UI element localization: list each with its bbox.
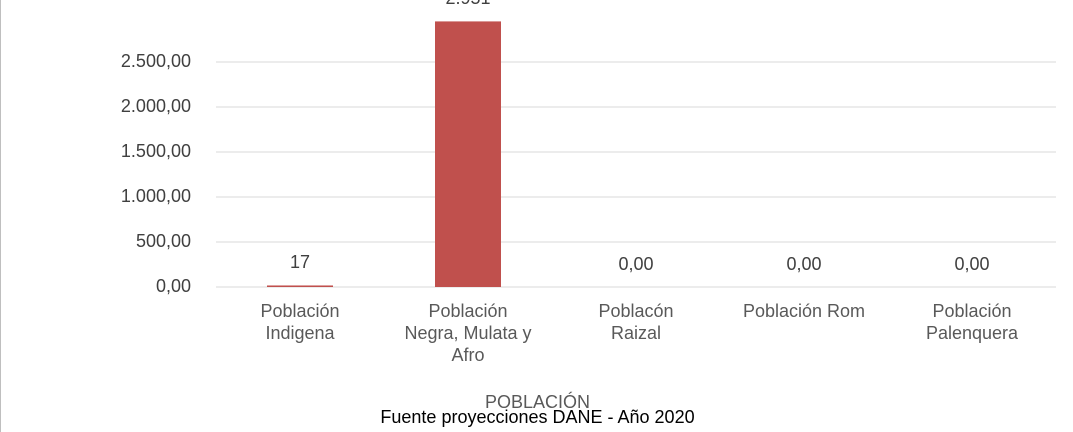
x-tick-label: Poblacón Raizal: [598, 301, 674, 343]
y-tick-label: 0,00: [156, 276, 191, 296]
x-tick-label: Población Indigena: [260, 301, 340, 343]
x-axis-label: POBLACIÓN: [484, 392, 591, 412]
value-label: 2.951: [445, 0, 490, 8]
x-tick-label: Población Palenquera: [925, 301, 1019, 343]
x-tick-label: Población Rom: [742, 301, 866, 321]
bar: [435, 21, 501, 287]
value-label: 17: [290, 252, 310, 272]
y-tick-label: 1.500,00: [121, 141, 191, 161]
x-tick-label: Población Negra, Mulata y Afro: [404, 301, 532, 365]
value-label: 0,00: [618, 254, 653, 274]
value-label: 0,00: [786, 254, 821, 274]
source-note: Fuente proyecciones DANE - Año 2020: [380, 407, 695, 427]
y-tick-label: 2.500,00: [121, 51, 191, 71]
y-tick-label: 1.000,00: [121, 186, 191, 206]
y-tick-label: 500,00: [136, 231, 191, 251]
bar: [267, 285, 333, 287]
value-label: 0,00: [954, 254, 989, 274]
y-tick-label: 2.000,00: [121, 96, 191, 116]
